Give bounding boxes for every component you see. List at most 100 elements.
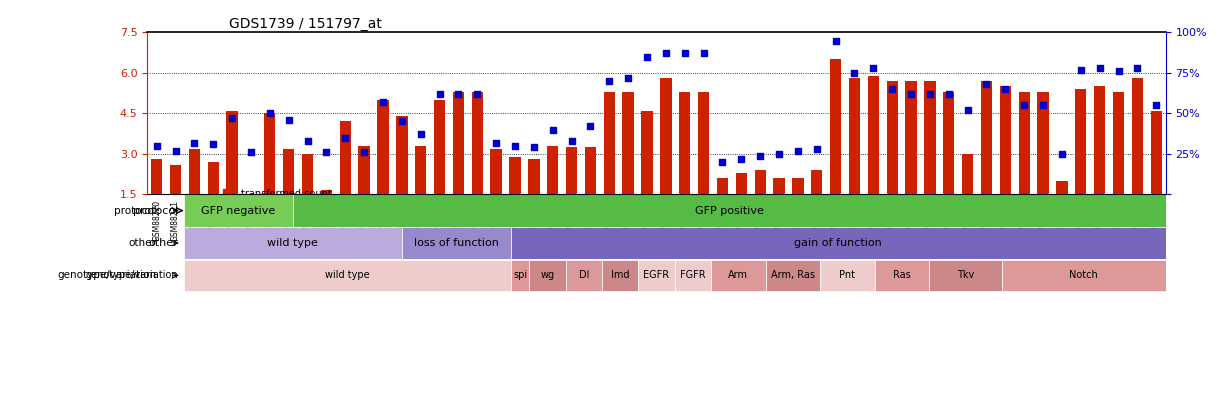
Point <box>580 123 600 130</box>
FancyBboxPatch shape <box>401 227 510 259</box>
Bar <box>283 149 294 194</box>
Point <box>693 50 713 57</box>
Point <box>562 138 582 144</box>
Point <box>600 78 620 84</box>
Point <box>713 159 733 165</box>
Bar <box>811 170 822 194</box>
Point <box>882 86 902 92</box>
FancyBboxPatch shape <box>293 194 1166 227</box>
Bar <box>980 81 993 194</box>
FancyBboxPatch shape <box>184 260 510 291</box>
Point <box>242 149 261 156</box>
Point <box>920 91 940 97</box>
Point <box>844 70 864 76</box>
Text: Imd: Imd <box>611 271 629 280</box>
Bar <box>962 154 973 194</box>
Point <box>939 91 958 97</box>
Bar <box>755 170 766 194</box>
Point <box>222 115 242 122</box>
Text: GFP negative: GFP negative <box>201 206 275 215</box>
FancyBboxPatch shape <box>510 227 1166 259</box>
Text: genotype/variation: genotype/variation <box>58 271 156 280</box>
FancyBboxPatch shape <box>184 194 293 227</box>
Point <box>204 141 223 147</box>
Bar <box>1094 86 1106 194</box>
Text: wg: wg <box>540 271 555 280</box>
Point <box>901 91 920 97</box>
Point <box>429 91 449 97</box>
Bar <box>415 146 426 194</box>
Bar <box>509 157 520 194</box>
Bar <box>698 92 709 194</box>
Text: Ras: Ras <box>893 271 910 280</box>
Bar <box>867 76 879 194</box>
Bar <box>773 178 785 194</box>
Bar <box>1075 89 1086 194</box>
Bar <box>1056 181 1067 194</box>
Point <box>411 131 431 138</box>
FancyBboxPatch shape <box>875 260 929 291</box>
Bar <box>679 92 691 194</box>
Point <box>731 156 751 162</box>
Point <box>184 139 204 146</box>
Bar <box>207 162 218 194</box>
Point <box>864 65 883 71</box>
FancyBboxPatch shape <box>529 260 566 291</box>
FancyBboxPatch shape <box>820 260 875 291</box>
Point <box>977 81 996 87</box>
FancyBboxPatch shape <box>510 260 529 291</box>
Text: GFP positive: GFP positive <box>694 206 763 215</box>
Bar <box>1018 92 1029 194</box>
Text: EGFR: EGFR <box>643 271 670 280</box>
Point <box>1090 65 1109 71</box>
Bar <box>566 147 577 194</box>
Text: Tkv: Tkv <box>957 271 974 280</box>
Text: loss of function: loss of function <box>413 238 499 248</box>
Bar <box>924 81 935 194</box>
Bar <box>358 146 369 194</box>
Point <box>542 126 562 133</box>
Bar <box>887 81 898 194</box>
Bar <box>169 165 182 194</box>
Point <box>958 107 978 113</box>
Text: GDS1739 / 151797_at: GDS1739 / 151797_at <box>228 17 382 31</box>
FancyBboxPatch shape <box>602 260 638 291</box>
Text: Dl: Dl <box>578 271 589 280</box>
Bar <box>829 60 842 194</box>
Point <box>486 139 506 146</box>
Point <box>335 134 355 141</box>
Text: other: other <box>148 238 178 248</box>
Text: protocol: protocol <box>114 206 156 215</box>
Bar <box>944 92 955 194</box>
Point <box>317 149 336 156</box>
Text: FGFR: FGFR <box>680 271 706 280</box>
Bar <box>585 147 596 194</box>
Bar <box>1037 92 1049 194</box>
Bar <box>604 92 615 194</box>
FancyBboxPatch shape <box>710 260 766 291</box>
Text: wild type: wild type <box>267 238 318 248</box>
Point <box>656 50 676 57</box>
Bar <box>642 111 653 194</box>
FancyBboxPatch shape <box>1002 260 1166 291</box>
Bar <box>264 113 276 194</box>
Text: Arm, Ras: Arm, Ras <box>771 271 815 280</box>
Bar <box>434 100 445 194</box>
Bar <box>151 159 162 194</box>
Point <box>467 91 487 97</box>
Bar <box>227 111 238 194</box>
Bar <box>320 190 333 194</box>
Point <box>826 37 845 44</box>
Legend: transformed count, percentile rank within the sample: transformed count, percentile rank withi… <box>223 189 406 214</box>
Point <box>807 146 827 152</box>
Text: gain of function: gain of function <box>794 238 882 248</box>
Bar <box>378 100 389 194</box>
Point <box>1071 66 1091 73</box>
FancyBboxPatch shape <box>638 260 675 291</box>
Bar <box>736 173 747 194</box>
Text: spi: spi <box>513 271 528 280</box>
Text: Pnt: Pnt <box>839 271 855 280</box>
FancyBboxPatch shape <box>766 260 820 291</box>
Bar <box>528 159 540 194</box>
Bar <box>793 178 804 194</box>
